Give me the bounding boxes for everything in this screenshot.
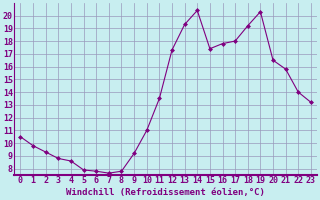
X-axis label: Windchill (Refroidissement éolien,°C): Windchill (Refroidissement éolien,°C) [66, 188, 265, 197]
